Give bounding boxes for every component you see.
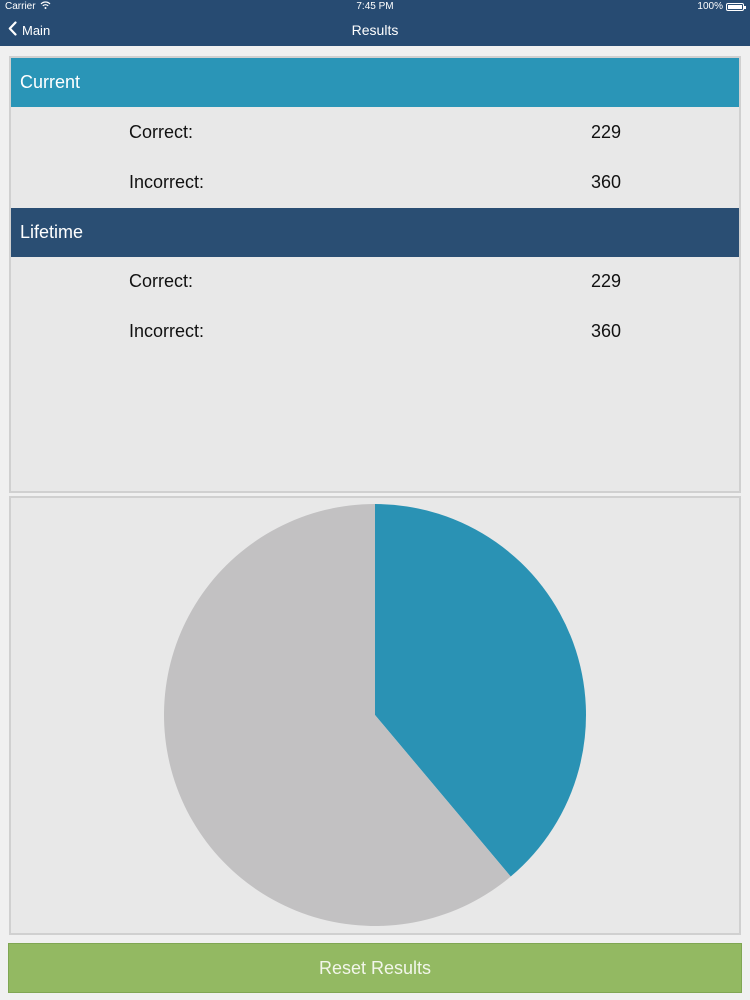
- page-title: Results: [351, 22, 399, 38]
- lifetime-correct-value: 229: [590, 271, 621, 291]
- chart-panel: [9, 496, 741, 935]
- back-button-label: Main: [22, 22, 51, 38]
- top-bar: Carrier 7:45 PM 100% Results Main: [0, 0, 750, 46]
- status-carrier: Carrier: [5, 0, 51, 14]
- pie-slice-correct: [375, 504, 587, 877]
- nav-bar: Results Main: [0, 14, 750, 46]
- current-correct-value: 229: [590, 122, 621, 142]
- pie-slice-incorrect: [164, 504, 511, 926]
- wifi-icon: [40, 0, 51, 14]
- chevron-left-icon: [8, 21, 17, 39]
- status-bar: Carrier 7:45 PM 100%: [0, 0, 750, 14]
- back-button[interactable]: Main: [8, 14, 50, 46]
- lifetime-incorrect-value: 360: [590, 321, 621, 341]
- lifetime-correct-label: Correct:: [129, 271, 194, 291]
- reset-results-button[interactable]: Reset Results: [8, 943, 742, 993]
- current-correct-label: Correct:: [129, 122, 194, 142]
- section-header-lifetime: Lifetime: [11, 208, 739, 257]
- carrier-label: Carrier: [5, 1, 36, 12]
- lifetime-incorrect-label: Incorrect:: [129, 321, 205, 341]
- current-incorrect-value: 360: [590, 172, 621, 192]
- status-battery: 100%: [697, 0, 746, 14]
- section-header-current: Current: [11, 58, 739, 107]
- battery-percent: 100%: [697, 1, 723, 12]
- current-incorrect-label: Incorrect:: [129, 172, 205, 192]
- results-panel: Current Correct: 229 Incorrect: 360 Life…: [9, 56, 741, 493]
- status-time: 7:45 PM: [356, 1, 394, 12]
- results-pie-chart: [164, 504, 587, 926]
- battery-icon: [726, 3, 746, 11]
